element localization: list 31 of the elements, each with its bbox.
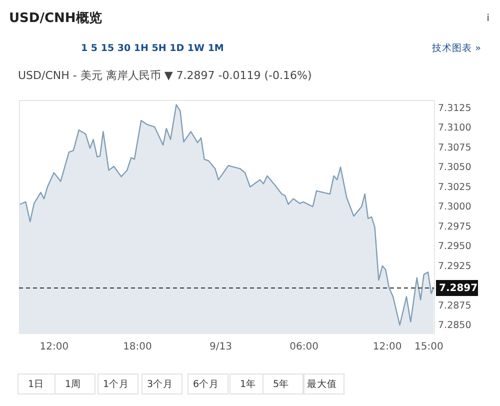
text: 1个月 [102, 378, 130, 390]
y-tick-label: 7.2925 [438, 260, 472, 272]
x-tick-label: 15:00 [414, 342, 444, 352]
text: 1年 [240, 378, 256, 390]
x-tick-label: 18:00 [123, 342, 152, 352]
y-tick-label: 7.2875 [438, 300, 472, 312]
text: 1周 [64, 379, 82, 390]
y-tick-label: 7.2950 [438, 241, 472, 252]
y-tick-label: 7.2975 [438, 221, 472, 232]
text: 3个月 [146, 378, 174, 390]
y-tick-label: 7.3025 [438, 182, 472, 193]
x-tick-label: 12:00 [372, 342, 402, 352]
x-tick-label: 12:00 [40, 342, 69, 352]
y-tick-label: 7.3075 [438, 142, 472, 154]
y-tick-label: 7.3000 [438, 202, 472, 213]
y-tick-label: 7.2850 [438, 320, 472, 332]
chart-subtitle: USD/CNH - 美元 离岸人民币 ▼ 7.2897 -0.0119 (-0.16%) [18, 69, 312, 82]
y-tick-label: 7.3100 [438, 122, 472, 134]
y-tick-label: 7.3125 [438, 102, 472, 114]
text: 6个月 [192, 378, 220, 390]
text: 5年 [272, 378, 290, 390]
x-tick-label: 06:00 [290, 342, 318, 352]
ref-line-label: 7.2897 [439, 282, 478, 294]
text: 1日 [28, 379, 44, 390]
text: 1 5 15 30 1H 5H 1D 1W 1M [81, 43, 224, 54]
text: 技术图表 » [431, 42, 482, 54]
text: 最大值 [307, 378, 337, 390]
chart-title: USD/CNH概览 [9, 11, 102, 26]
y-tick-label: 7.3050 [438, 162, 472, 174]
text: i [486, 13, 490, 24]
x-tick-label: 9/13 [210, 342, 232, 352]
